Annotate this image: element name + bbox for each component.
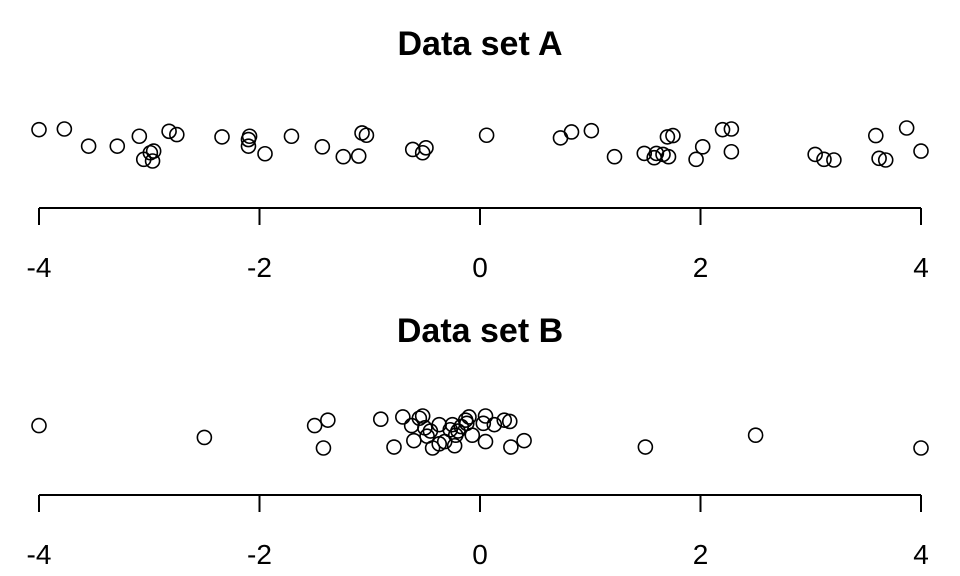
tick-label: -4: [27, 252, 52, 283]
data-point: [257, 145, 273, 162]
chart-title-a: Data set A: [397, 25, 562, 63]
tick-label: 0: [472, 252, 488, 283]
points-a: [31, 120, 929, 169]
data-point: [109, 138, 126, 154]
data-point: [372, 411, 389, 428]
data-point: [877, 152, 894, 168]
data-point: [306, 417, 323, 434]
data-point: [486, 416, 503, 433]
data-point: [31, 121, 47, 138]
data-point: [648, 145, 665, 162]
data-point: [446, 437, 463, 454]
data-point: [169, 126, 185, 143]
data-point: [31, 417, 47, 434]
panel-data-set-b: Data set B -4 -2 0 2 4: [27, 312, 929, 570]
data-point: [461, 409, 477, 425]
data-point: [214, 129, 230, 145]
data-point: [283, 128, 300, 145]
data-point: [414, 144, 431, 161]
data-point: [320, 412, 336, 428]
data-point: [747, 427, 764, 444]
data-point: [315, 440, 332, 456]
data-point: [477, 408, 494, 424]
data-point: [563, 124, 580, 140]
data-point: [464, 427, 481, 444]
data-point: [414, 408, 431, 424]
data-point: [418, 140, 434, 156]
data-point: [411, 410, 428, 427]
data-point: [145, 143, 162, 159]
data-point: [871, 150, 887, 167]
tick-label: 4: [913, 252, 929, 283]
data-point: [240, 138, 257, 154]
data-point: [358, 127, 375, 144]
data-point: [606, 148, 623, 165]
data-point: [807, 146, 823, 163]
data-point: [395, 409, 411, 425]
panel-data-set-a: Data set A -4 -2 0 2 4: [27, 25, 929, 283]
data-point: [913, 440, 929, 456]
points-b: [31, 408, 929, 456]
data-point: [660, 148, 677, 165]
data-point: [131, 128, 148, 145]
data-point: [583, 122, 600, 139]
data-point: [450, 423, 466, 439]
data-point: [350, 148, 367, 164]
data-point: [867, 127, 884, 144]
data-point: [161, 123, 177, 140]
x-axis-b: -4 -2 0 2 4: [27, 494, 929, 570]
tick-label: -4: [27, 539, 52, 570]
tick-label: -2: [247, 539, 272, 570]
data-point: [636, 145, 653, 162]
data-point: [501, 413, 518, 430]
tick-label: 2: [693, 539, 709, 570]
data-point: [516, 432, 532, 449]
data-point: [404, 141, 421, 158]
data-point: [475, 415, 492, 432]
data-point: [816, 151, 832, 168]
data-point: [898, 120, 915, 136]
data-point: [659, 129, 676, 145]
data-point: [386, 439, 402, 455]
data-point: [665, 127, 681, 144]
data-point: [314, 139, 331, 155]
data-point: [637, 439, 654, 455]
data-point: [477, 433, 494, 450]
tick-label: 0: [472, 539, 488, 570]
data-point: [240, 131, 257, 148]
tick-label: 2: [693, 252, 709, 283]
data-point: [335, 148, 352, 165]
data-point: [723, 121, 740, 137]
x-axis-a: -4 -2 0 2 4: [27, 207, 929, 283]
data-point: [723, 143, 740, 160]
data-point: [913, 143, 929, 159]
data-point: [478, 127, 495, 144]
tick-label: 4: [913, 539, 929, 570]
data-point: [714, 121, 731, 138]
data-point: [694, 139, 711, 155]
data-point: [496, 412, 513, 428]
data-point: [80, 138, 97, 154]
tick-label: -2: [247, 252, 272, 283]
data-point: [144, 153, 161, 169]
data-point: [826, 152, 842, 168]
chart-title-b: Data set B: [397, 312, 563, 350]
data-point: [56, 121, 73, 137]
data-point: [406, 432, 422, 449]
data-point: [503, 439, 519, 455]
data-point: [688, 151, 704, 168]
data-point: [196, 429, 213, 446]
